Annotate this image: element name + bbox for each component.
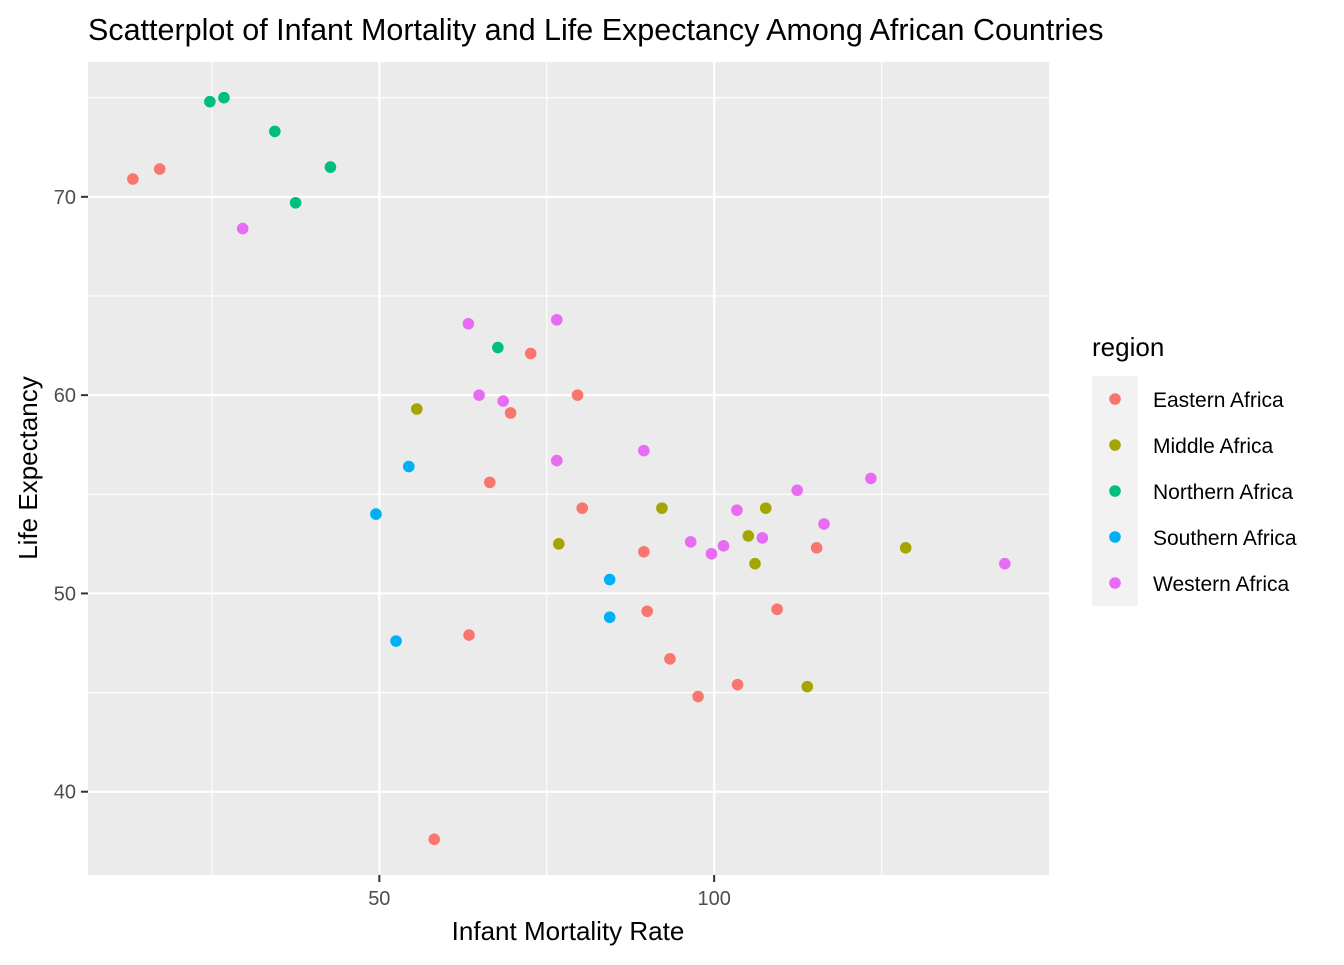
data-point-western-africa — [818, 518, 830, 530]
x-axis-title: Infant Mortality Rate — [452, 916, 685, 946]
major-grid — [88, 62, 1049, 875]
data-point-middle-africa — [656, 502, 668, 514]
data-point-northern-africa — [289, 196, 302, 209]
data-point-western-africa — [638, 444, 650, 457]
data-point-southern-africa — [402, 460, 415, 473]
data-point-western-africa — [731, 504, 743, 516]
data-point-southern-africa — [370, 508, 382, 520]
data-point-northern-africa — [204, 95, 216, 108]
y-tick-label: 60 — [54, 385, 76, 407]
legend: region Eastern Africa Middle Africa Northe… — [1092, 332, 1297, 606]
y-tick-label: 70 — [54, 187, 76, 209]
data-point-eastern-africa — [638, 545, 650, 558]
data-point-eastern-africa — [664, 653, 676, 665]
data-point-eastern-africa — [810, 542, 823, 554]
data-point-western-africa — [791, 484, 803, 497]
data-point-western-africa — [756, 532, 769, 544]
data-point-western-africa — [473, 389, 485, 401]
data-point-western-africa — [717, 540, 730, 552]
data-point-western-africa — [865, 472, 877, 485]
data-point-eastern-africa — [524, 347, 537, 360]
legend-key-western-africa — [1109, 577, 1121, 589]
legend-title: region — [1092, 332, 1164, 362]
data-point-eastern-africa — [504, 407, 517, 419]
data-point-northern-africa — [324, 161, 337, 173]
chart-title: Scatterplot of Infant Mortality and Life… — [88, 13, 1104, 47]
y-tick-label: 40 — [54, 782, 76, 804]
data-point-western-africa — [705, 547, 718, 560]
data-point-southern-africa — [390, 635, 402, 647]
legend-label-middle-africa: Middle Africa — [1153, 435, 1274, 458]
y-tick-label: 50 — [54, 583, 76, 605]
legend-key-northern-africa — [1109, 485, 1121, 497]
data-point-middle-africa — [801, 680, 814, 693]
data-point-western-africa — [684, 536, 697, 548]
legend-items: Eastern Africa Middle Africa Northern Afri… — [1109, 389, 1297, 596]
x-tick-label: 100 — [697, 888, 730, 910]
data-point-southern-africa — [603, 611, 616, 624]
y-axis: 40 50 60 70 — [54, 187, 88, 804]
data-point-middle-africa — [742, 530, 755, 542]
data-point-middle-africa — [749, 557, 761, 570]
data-point-western-africa — [236, 222, 249, 235]
data-point-western-africa — [550, 313, 563, 326]
data-point-eastern-africa — [692, 690, 704, 703]
data-point-middle-africa — [899, 542, 912, 554]
x-tick-label: 50 — [368, 888, 390, 910]
data-point-middle-africa — [759, 502, 772, 514]
data-point-western-africa — [550, 454, 563, 467]
legend-label-northern-africa: Northern Africa — [1153, 481, 1293, 504]
data-point-southern-africa — [603, 573, 616, 586]
x-axis: 50 100 — [368, 875, 731, 910]
data-point-eastern-africa — [484, 476, 496, 489]
y-axis-title: Life Expectancy — [13, 376, 43, 560]
data-point-eastern-africa — [153, 163, 166, 175]
data-point-eastern-africa — [641, 605, 653, 618]
data-point-northern-africa — [269, 125, 281, 138]
data-point-western-africa — [999, 557, 1011, 570]
legend-key-southern-africa — [1109, 531, 1121, 543]
legend-key-eastern-africa — [1109, 393, 1121, 405]
data-point-eastern-africa — [771, 603, 783, 616]
legend-key-middle-africa — [1109, 439, 1121, 451]
data-point-eastern-africa — [463, 629, 475, 641]
data-point-northern-africa — [218, 91, 230, 104]
data-points — [127, 91, 1011, 846]
data-point-eastern-africa — [428, 833, 441, 846]
legend-label-eastern-africa: Eastern Africa — [1153, 389, 1284, 412]
data-point-middle-africa — [411, 403, 423, 415]
data-point-eastern-africa — [571, 389, 584, 401]
data-point-eastern-africa — [731, 678, 744, 691]
data-point-western-africa — [497, 395, 510, 407]
legend-label-southern-africa: Southern Africa — [1153, 527, 1297, 550]
data-point-eastern-africa — [576, 502, 589, 514]
data-point-middle-africa — [552, 538, 565, 550]
legend-label-western-africa: Western Africa — [1153, 573, 1289, 596]
data-point-northern-africa — [492, 341, 504, 354]
data-point-western-africa — [462, 317, 475, 330]
plot-panel — [88, 62, 1049, 875]
data-point-eastern-africa — [127, 173, 139, 185]
